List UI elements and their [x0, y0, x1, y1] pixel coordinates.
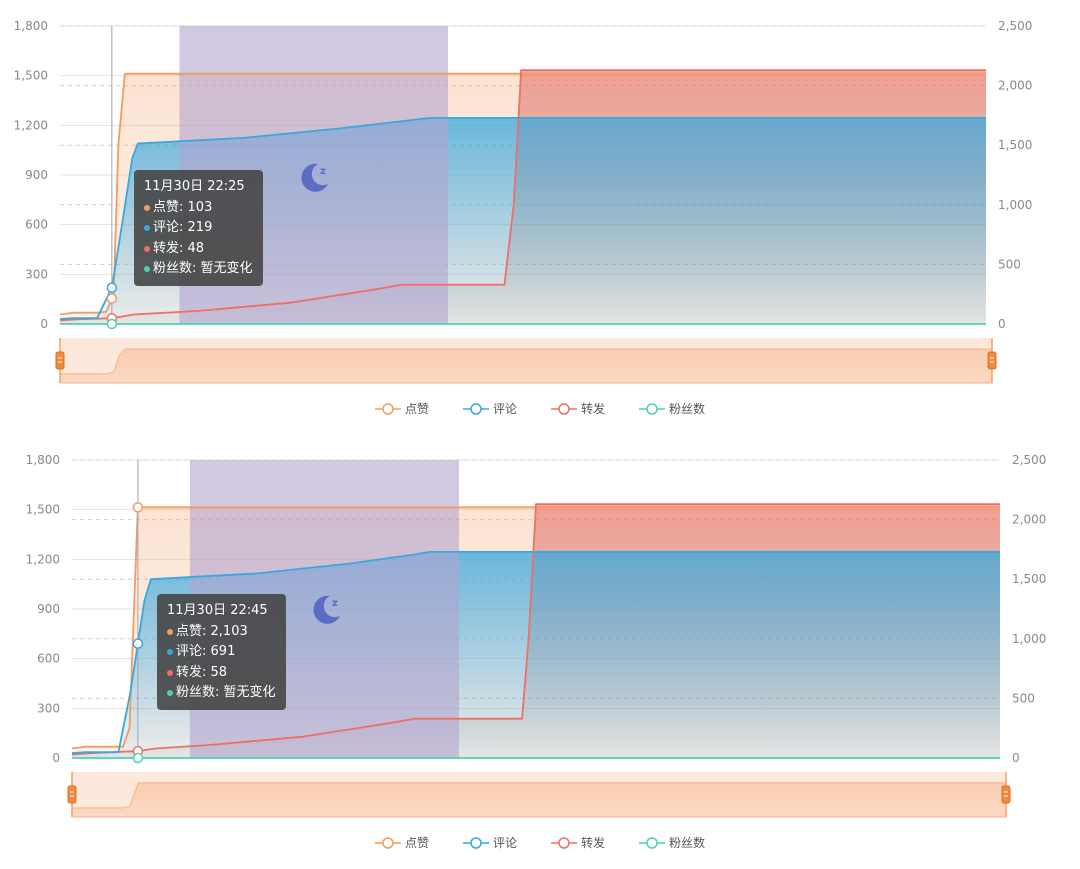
tooltip-label: 粉丝数: [153, 261, 193, 276]
legend-label: 评论: [492, 402, 517, 416]
hover-point-likes: [106, 293, 118, 304]
y-right-tick-label: 2,500: [998, 19, 1032, 33]
legend-label: 转发: [581, 836, 606, 850]
tooltip-label: 点赞: [176, 623, 203, 639]
legend-item-reposts[interactable]: 转发: [551, 834, 605, 851]
tooltip: 11月30日 22:45 点赞: 2,103 评论: 691 转发: 58 粉丝…: [157, 594, 286, 710]
legend-label: 点赞: [404, 836, 429, 850]
svg-text:z: z: [320, 166, 326, 177]
tooltip-row-fans: 粉丝数: 暂无变化: [144, 259, 253, 280]
tooltip-row-comments: 评论: 219: [144, 218, 253, 239]
tooltip: 11月30日 22:25 点赞: 103 评论: 219 转发: 48 粉丝数:…: [134, 170, 263, 286]
y-left-tick-label: 300: [37, 701, 60, 715]
y-right-tick-label: 0: [998, 317, 1006, 331]
tooltip-value: 暂无变化: [200, 261, 253, 276]
tooltip-value: 暂无变化: [223, 685, 276, 700]
y-right-tick-label: 0: [1012, 751, 1020, 765]
hover-point-fans: [106, 318, 118, 330]
legend-item-comments[interactable]: 评论: [462, 400, 517, 417]
y-right-tick-label: 2,000: [1012, 513, 1046, 527]
hover-point-comments: [132, 638, 144, 649]
tooltip-label: 转发: [153, 240, 180, 256]
svg-text:z: z: [332, 598, 338, 609]
y-left-tick-label: 0: [40, 317, 48, 331]
zoom-slider-preview: [71, 782, 1007, 818]
y-left-tick-label: 0: [52, 751, 60, 765]
chart-panel-1: 0 300 600 900 1,200 1,500 1,800 0 500 1,000 1,500 2…: [0, 0, 1080, 432]
legend: 点赞 评论 转发 粉丝数: [0, 400, 1080, 417]
y-right-tick-label: 1,000: [1012, 632, 1046, 646]
tooltip-value: 58: [210, 664, 228, 680]
legend-label: 评论: [492, 836, 517, 850]
legend-item-comments[interactable]: 评论: [462, 834, 517, 851]
tooltip-label: 转发: [176, 664, 203, 680]
y-left-tick-label: 900: [25, 168, 48, 182]
y-left-tick-label: 1,800: [26, 453, 60, 467]
y-right-tick-label: 1,500: [998, 138, 1032, 152]
tooltip-row-reposts: 转发: 48: [144, 239, 253, 260]
tooltip-label: 点赞: [153, 199, 180, 215]
legend: 点赞 评论 转发 粉丝数: [0, 834, 1080, 851]
hover-point-fans: [132, 752, 144, 764]
y-left-tick-label: 1,500: [14, 69, 48, 83]
y-right-tick-label: 2,000: [998, 79, 1032, 93]
legend-item-fans[interactable]: 粉丝数: [639, 834, 705, 851]
legend-item-likes[interactable]: 点赞: [374, 400, 429, 417]
legend-label: 点赞: [404, 402, 429, 416]
tooltip-label: 粉丝数: [176, 685, 216, 700]
legend-label: 粉丝数: [669, 402, 706, 416]
chart-svg-2[interactable]: 0 300 600 900 1,200 1,500 1,800 0 500 1,000 1,500 2…: [0, 434, 1080, 866]
tooltip-row-fans: 粉丝数: 暂无变化: [167, 683, 276, 704]
y-right-tick-label: 2,500: [1012, 453, 1046, 467]
legend-label: 转发: [581, 402, 606, 416]
series-line-likes: [71, 506, 1000, 750]
series-line-comments: [59, 116, 986, 320]
legend-item-likes[interactable]: 点赞: [374, 834, 429, 851]
zoom-handle-left[interactable]: [67, 785, 77, 804]
legend-item-fans[interactable]: 粉丝数: [639, 400, 705, 417]
hover-point-comments: [106, 282, 118, 293]
legend-label: 粉丝数: [669, 836, 706, 850]
y-right-tick-label: 1,000: [998, 198, 1032, 212]
tooltip-title: 11月30日 22:45: [167, 603, 268, 618]
tooltip-value: 691: [210, 644, 236, 659]
y-left-tick-label: 1,500: [26, 503, 60, 517]
y-right-tick-label: 1,500: [1012, 572, 1046, 586]
zoom-handle-right[interactable]: [1001, 785, 1011, 804]
legend-item-reposts[interactable]: 转发: [551, 400, 605, 417]
chart-panel-2: 0 300 600 900 1,200 1,500 1,800 0 500 1,000 1,500 2…: [0, 434, 1080, 866]
y-left-tick-label: 300: [25, 267, 48, 281]
y-left-tick-label: 600: [37, 652, 60, 666]
y-left-tick-label: 1,800: [14, 19, 48, 33]
tooltip-value: 103: [187, 199, 213, 215]
zoom-handle-left[interactable]: [55, 351, 65, 370]
tooltip-title: 11月30日 22:25: [144, 179, 245, 194]
series-line-reposts: [59, 69, 986, 322]
tooltip-label: 评论: [153, 220, 180, 235]
zoom-handle-right[interactable]: [987, 351, 997, 370]
y-left-tick-label: 1,200: [26, 552, 60, 566]
tooltip-row-comments: 评论: 691: [167, 642, 276, 663]
series-line-comments: [71, 550, 1000, 754]
chart-svg-1[interactable]: 0 300 600 900 1,200 1,500 1,800 0 500 1,000 1,500 2…: [0, 0, 1080, 432]
y-left-tick-label: 900: [37, 602, 60, 616]
y-left-tick-label: 600: [25, 218, 48, 232]
zoom-slider-preview: [59, 348, 993, 384]
y-right-tick-label: 500: [998, 257, 1021, 271]
y-right-tick-label: 500: [1012, 691, 1035, 705]
tooltip-value: 48: [187, 240, 205, 256]
y-left-tick-label: 1,200: [14, 118, 48, 132]
tooltip-row-reposts: 转发: 58: [167, 663, 276, 684]
series-line-reposts: [71, 503, 1000, 756]
tooltip-row-likes: 点赞: 2,103: [167, 622, 276, 643]
tooltip-label: 评论: [176, 644, 203, 659]
hover-point-likes: [132, 502, 144, 513]
tooltip-value: 2,103: [210, 623, 248, 639]
tooltip-value: 219: [187, 220, 213, 235]
tooltip-row-likes: 点赞: 103: [144, 198, 253, 219]
